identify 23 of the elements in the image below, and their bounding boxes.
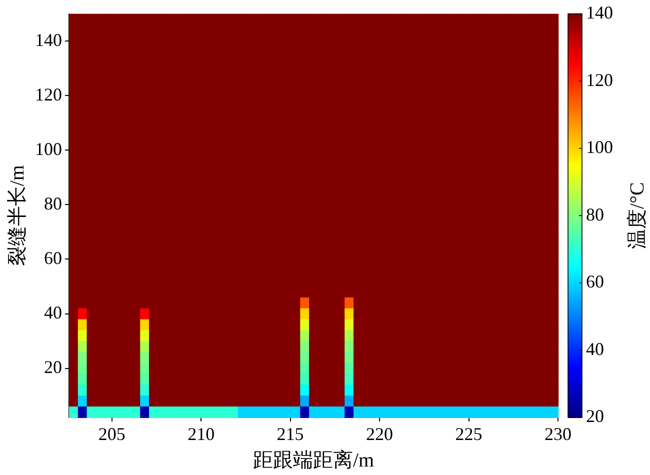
- color-bar-title: 温度/°C: [626, 182, 648, 250]
- x-tick-label: 220: [366, 424, 394, 444]
- color-bar-label: 120: [586, 70, 613, 90]
- y-tick-label: 60: [44, 248, 62, 268]
- x-tick-label: 225: [455, 424, 482, 444]
- x-tick-label: 205: [98, 424, 126, 444]
- y-tick-label: 100: [35, 138, 62, 159]
- color-bar-label: 60: [586, 272, 604, 292]
- y-tick-label: 120: [35, 84, 62, 104]
- y-axis-title: 裂缝半长/m: [6, 164, 28, 266]
- color-bar-label: 80: [586, 204, 604, 224]
- y-tick-label: 80: [44, 193, 62, 214]
- color-bar-label: 100: [586, 137, 613, 158]
- x-tick-label: 230: [544, 424, 572, 444]
- color-bar-label: 40: [586, 338, 604, 359]
- color-bar-label: 140: [586, 2, 613, 23]
- y-tick-label: 140: [35, 30, 62, 50]
- y-tick-label: 20: [44, 357, 62, 378]
- x-tick-label: 210: [188, 424, 215, 444]
- color-bar-label: 20: [586, 406, 604, 426]
- y-tick-label: 40: [44, 302, 62, 323]
- x-tick-label: 215: [276, 424, 304, 444]
- x-axis-title: 距跟端距离/m: [252, 449, 374, 472]
